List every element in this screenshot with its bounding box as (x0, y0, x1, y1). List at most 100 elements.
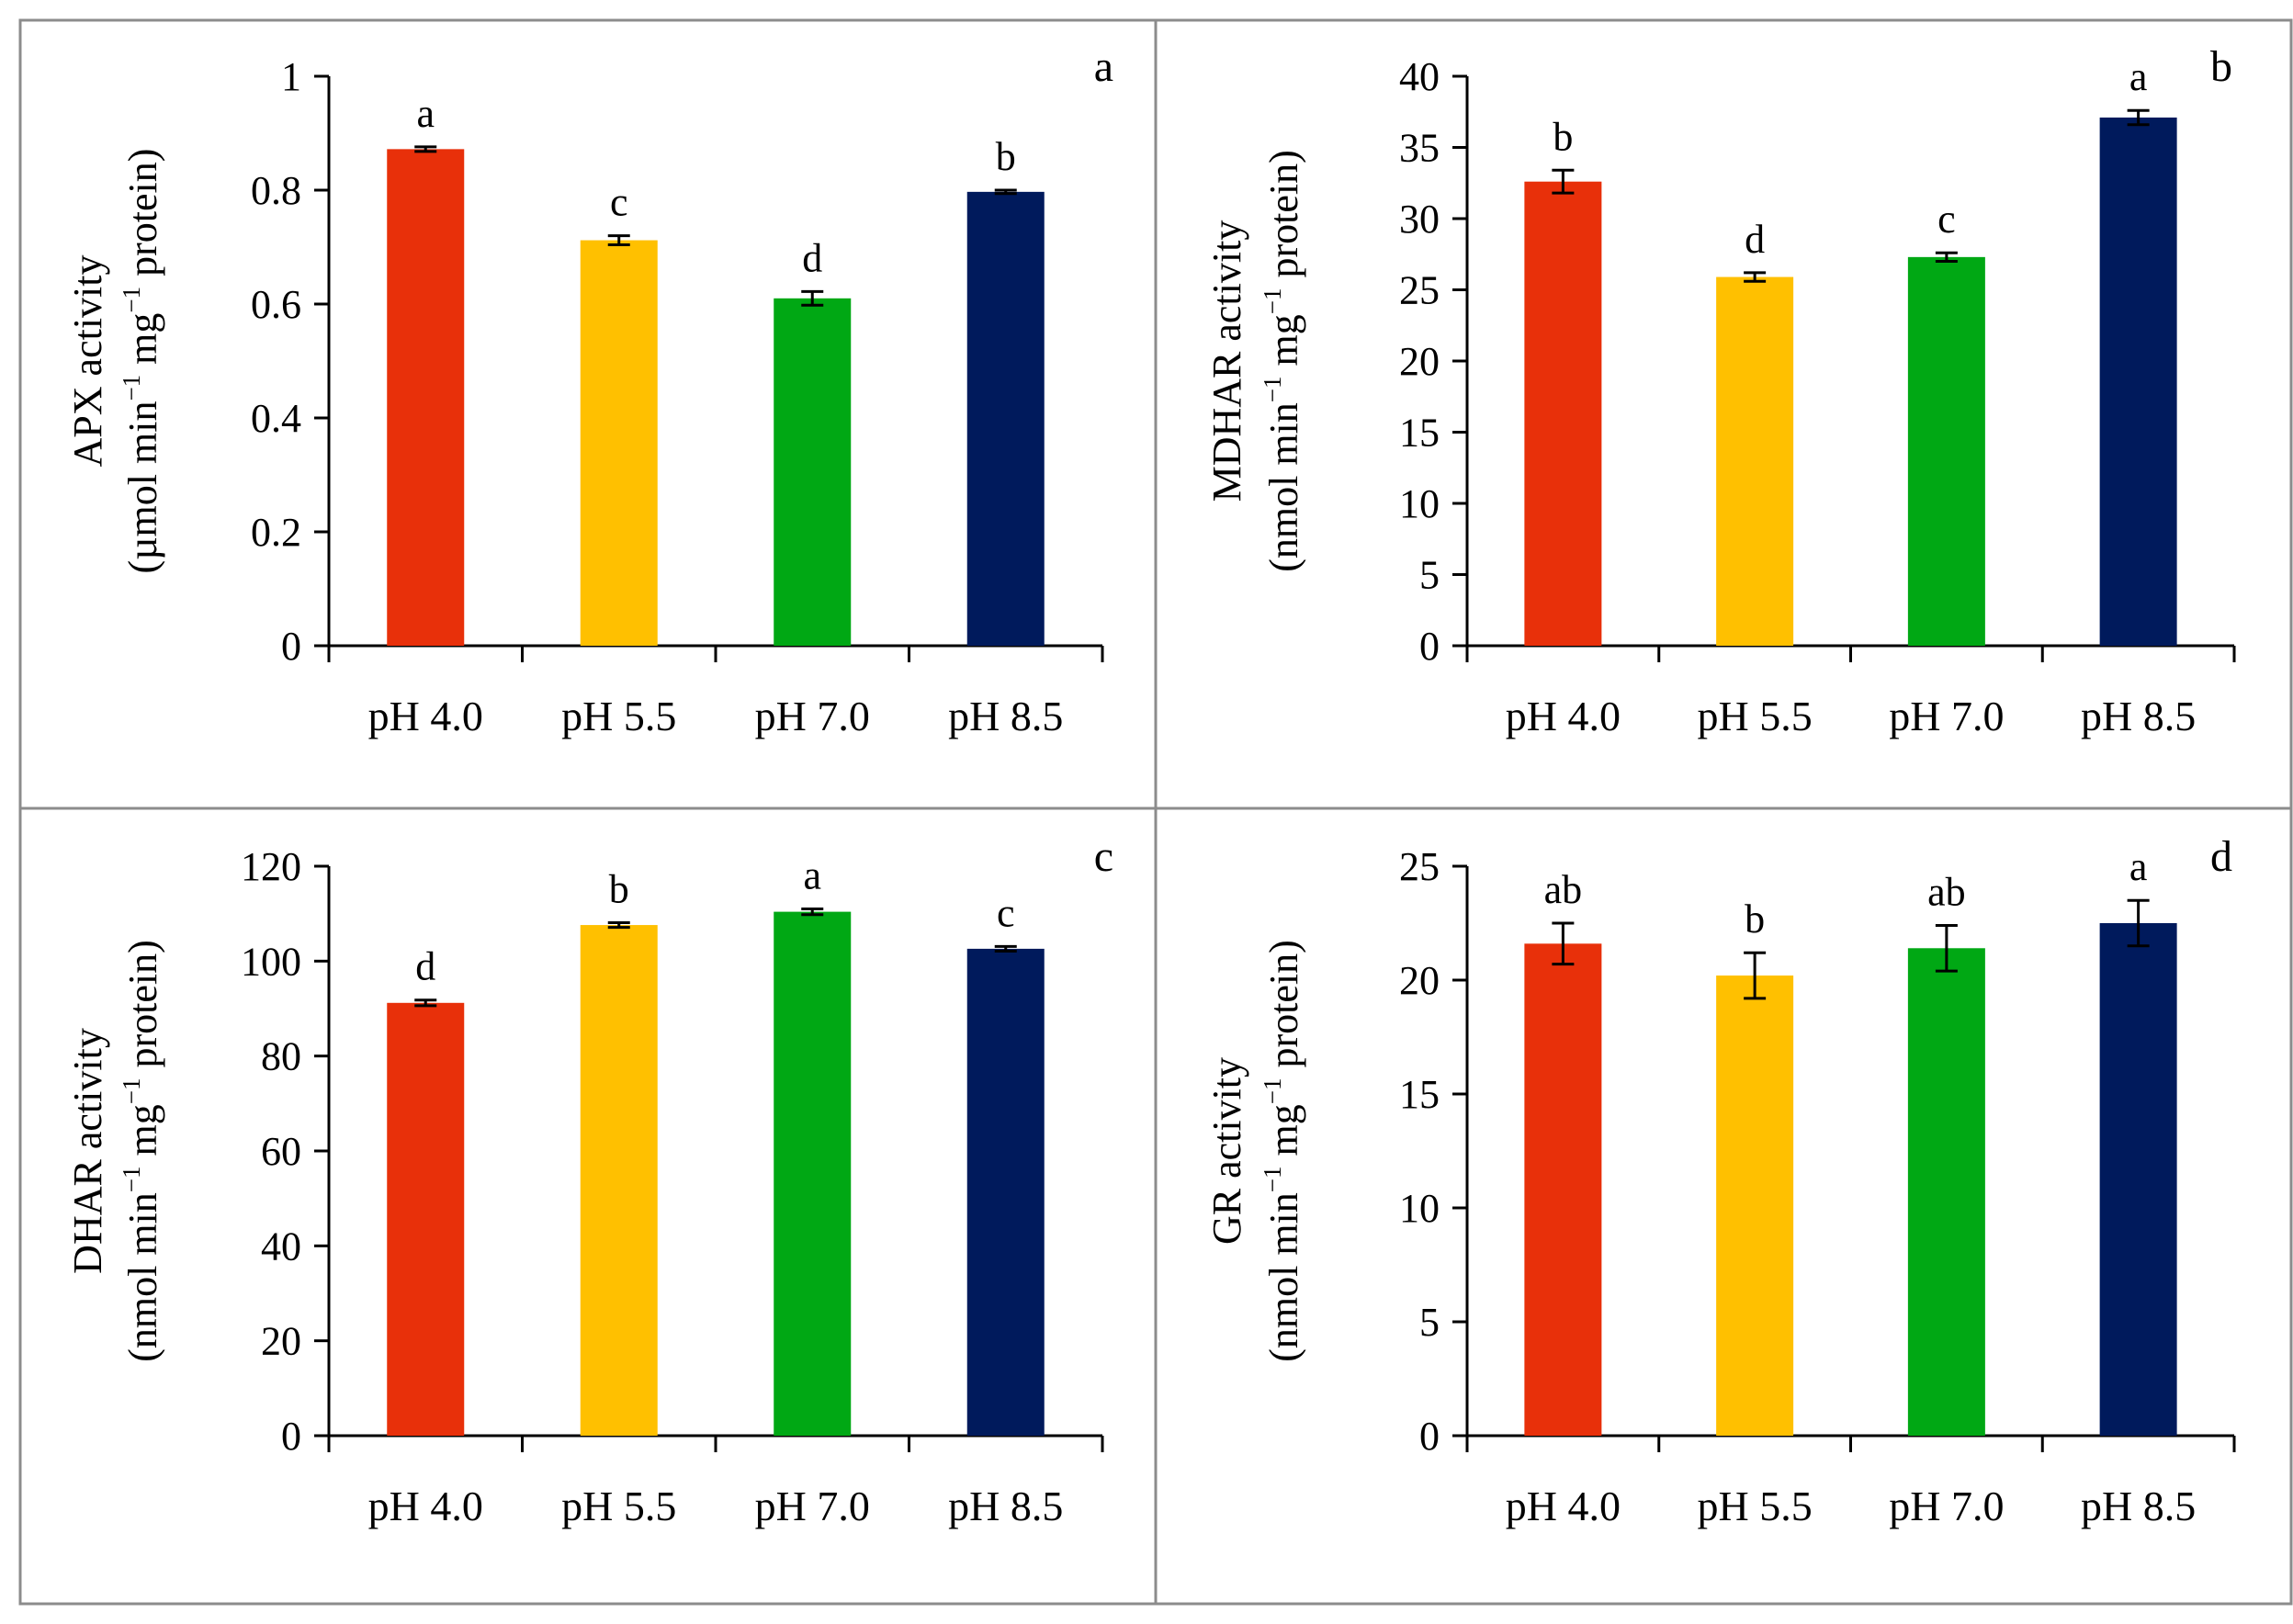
bar (1716, 276, 1794, 646)
y-tick-label: 120 (241, 844, 301, 889)
panel-frames (18, 18, 2293, 1606)
significance-letter: d (1745, 217, 1765, 262)
bar (1524, 943, 1602, 1436)
units-post: protein) (120, 940, 165, 1077)
significance-letter: a (803, 853, 821, 898)
y-tick-label: 20 (261, 1319, 301, 1364)
significance-letter: a (416, 91, 435, 136)
category-label: pH 8.5 (948, 693, 1063, 739)
y-tick-label: 15 (1399, 411, 1440, 456)
y-tick-label: 15 (1399, 1072, 1440, 1117)
category-label: pH 8.5 (2081, 1483, 2196, 1529)
y-axis-title: APX activity (65, 255, 110, 468)
units-sup: −1 (118, 375, 145, 401)
category-label: pH 7.0 (1889, 1483, 2004, 1529)
category-label: pH 5.5 (1698, 1483, 1813, 1529)
bar (387, 149, 465, 647)
bar (1907, 256, 1985, 646)
chart-panel-c: 0 20 40 60 80 100 120 d pH 4.0 b pH 5.5 a pH 7.0 c pH … (65, 832, 1113, 1529)
category-label: pH 5.5 (561, 1483, 676, 1529)
panel-letter: d (2210, 832, 2232, 881)
panel-letter: b (2210, 42, 2232, 91)
y-tick-label: 80 (261, 1034, 301, 1079)
significance-letter: d (415, 944, 435, 989)
bar (580, 240, 658, 646)
units-post: protein) (120, 149, 165, 287)
y-tick-label: 25 (1399, 268, 1440, 313)
chart-panel-d: 0 5 10 15 20 25 ab pH 4.0 b pH 5.5 ab pH 7.0 a pH 8.5… (1204, 832, 2236, 1529)
panel-frame (1154, 806, 2293, 1606)
chart-panel-b: 0 5 10 15 20 25 30 35 40 b pH 4.0 d pH 5.5 c pH 7.0 a pH… (1204, 42, 2236, 739)
y-tick-label: 40 (1399, 54, 1440, 99)
y-tick-label: 1 (281, 54, 301, 99)
y-tick-label: 60 (261, 1129, 301, 1174)
category-label: pH 4.0 (1506, 1483, 1621, 1529)
category-label: pH 7.0 (755, 693, 870, 739)
units-sup: −1 (1259, 376, 1286, 402)
category-label: pH 7.0 (755, 1483, 870, 1529)
units-sup: −1 (1259, 1078, 1286, 1105)
category-label: pH 4.0 (1506, 693, 1621, 739)
y-tick-label: 0 (1419, 624, 1440, 669)
y-tick-label: 0 (281, 624, 301, 669)
units-mid: mg (120, 1104, 165, 1166)
units-pre: (nmol min (120, 1192, 165, 1362)
significance-letter: ab (1927, 869, 1966, 914)
y-tick-label: 0 (1419, 1414, 1440, 1459)
significance-letter: a (2129, 54, 2148, 99)
y-tick-label: 25 (1399, 844, 1440, 889)
y-axis-units: (nmol min−1 mg−1 protein) (1259, 150, 1306, 572)
significance-letter: ab (1544, 867, 1583, 912)
y-axis-title: DHAR activity (65, 1028, 110, 1274)
y-tick-label: 10 (1399, 1186, 1440, 1231)
y-tick-label: 0.8 (251, 168, 301, 213)
significance-letter: b (1553, 114, 1573, 159)
y-tick-label: 0.2 (251, 510, 301, 555)
y-tick-label: 40 (261, 1224, 301, 1269)
category-label: pH 5.5 (1698, 693, 1813, 739)
y-tick-label: 20 (1399, 339, 1440, 384)
units-sup: −1 (118, 287, 145, 313)
bar (966, 191, 1045, 647)
bar (2099, 923, 2177, 1436)
units-sup: −1 (1259, 288, 1286, 315)
units-mid: mg (1261, 314, 1306, 376)
units-pre: (nmol min (1261, 402, 1306, 572)
units-post: protein) (1261, 940, 1306, 1077)
significance-letter: b (1745, 897, 1765, 942)
significance-letter: d (802, 235, 822, 280)
bar (580, 925, 658, 1436)
units-post: protein) (1261, 150, 1306, 288)
bar (1716, 976, 1794, 1436)
significance-letter: a (2129, 844, 2148, 889)
bar (387, 1002, 465, 1436)
bar (966, 948, 1045, 1436)
category-label: pH 4.0 (368, 1483, 483, 1529)
panel-letter: c (1094, 832, 1113, 881)
category-label: pH 8.5 (948, 1483, 1063, 1529)
y-tick-label: 20 (1399, 958, 1440, 1003)
y-tick-label: 5 (1419, 553, 1440, 598)
y-axis-units: (nmol min−1 mg−1 protein) (118, 940, 165, 1362)
bar (1524, 181, 1602, 646)
units-sup: −1 (1259, 1166, 1286, 1192)
y-tick-label: 30 (1399, 197, 1440, 242)
units-pre: (nmol min (1261, 1192, 1306, 1362)
y-tick-label: 0.6 (251, 282, 301, 327)
units-sup: −1 (118, 1078, 145, 1105)
units-mid: mg (120, 313, 165, 375)
y-tick-label: 35 (1399, 126, 1440, 171)
bar (1907, 948, 1985, 1436)
chart-panel-a: 0 0.2 0.4 0.6 0.8 1 a pH 4.0 c pH 5.5 d pH 7.0 b pH 8… (65, 42, 1113, 739)
category-label: pH 8.5 (2081, 693, 2196, 739)
y-tick-label: 100 (241, 939, 301, 984)
units-pre: (µmol min (120, 401, 165, 574)
chart-panels: 0 0.2 0.4 0.6 0.8 1 a pH 4.0 c pH 5.5 d pH 7.0 b pH 8… (65, 42, 2236, 1529)
y-axis-title: MDHAR activity (1204, 220, 1249, 502)
y-axis-units: (µmol min−1 mg−1 protein) (118, 149, 165, 574)
y-axis-title: GR activity (1204, 1057, 1249, 1245)
y-axis-units: (nmol min−1 mg−1 protein) (1259, 940, 1306, 1362)
y-tick-label: 0.4 (251, 396, 301, 441)
y-tick-label: 5 (1419, 1300, 1440, 1345)
y-tick-label: 10 (1399, 481, 1440, 526)
